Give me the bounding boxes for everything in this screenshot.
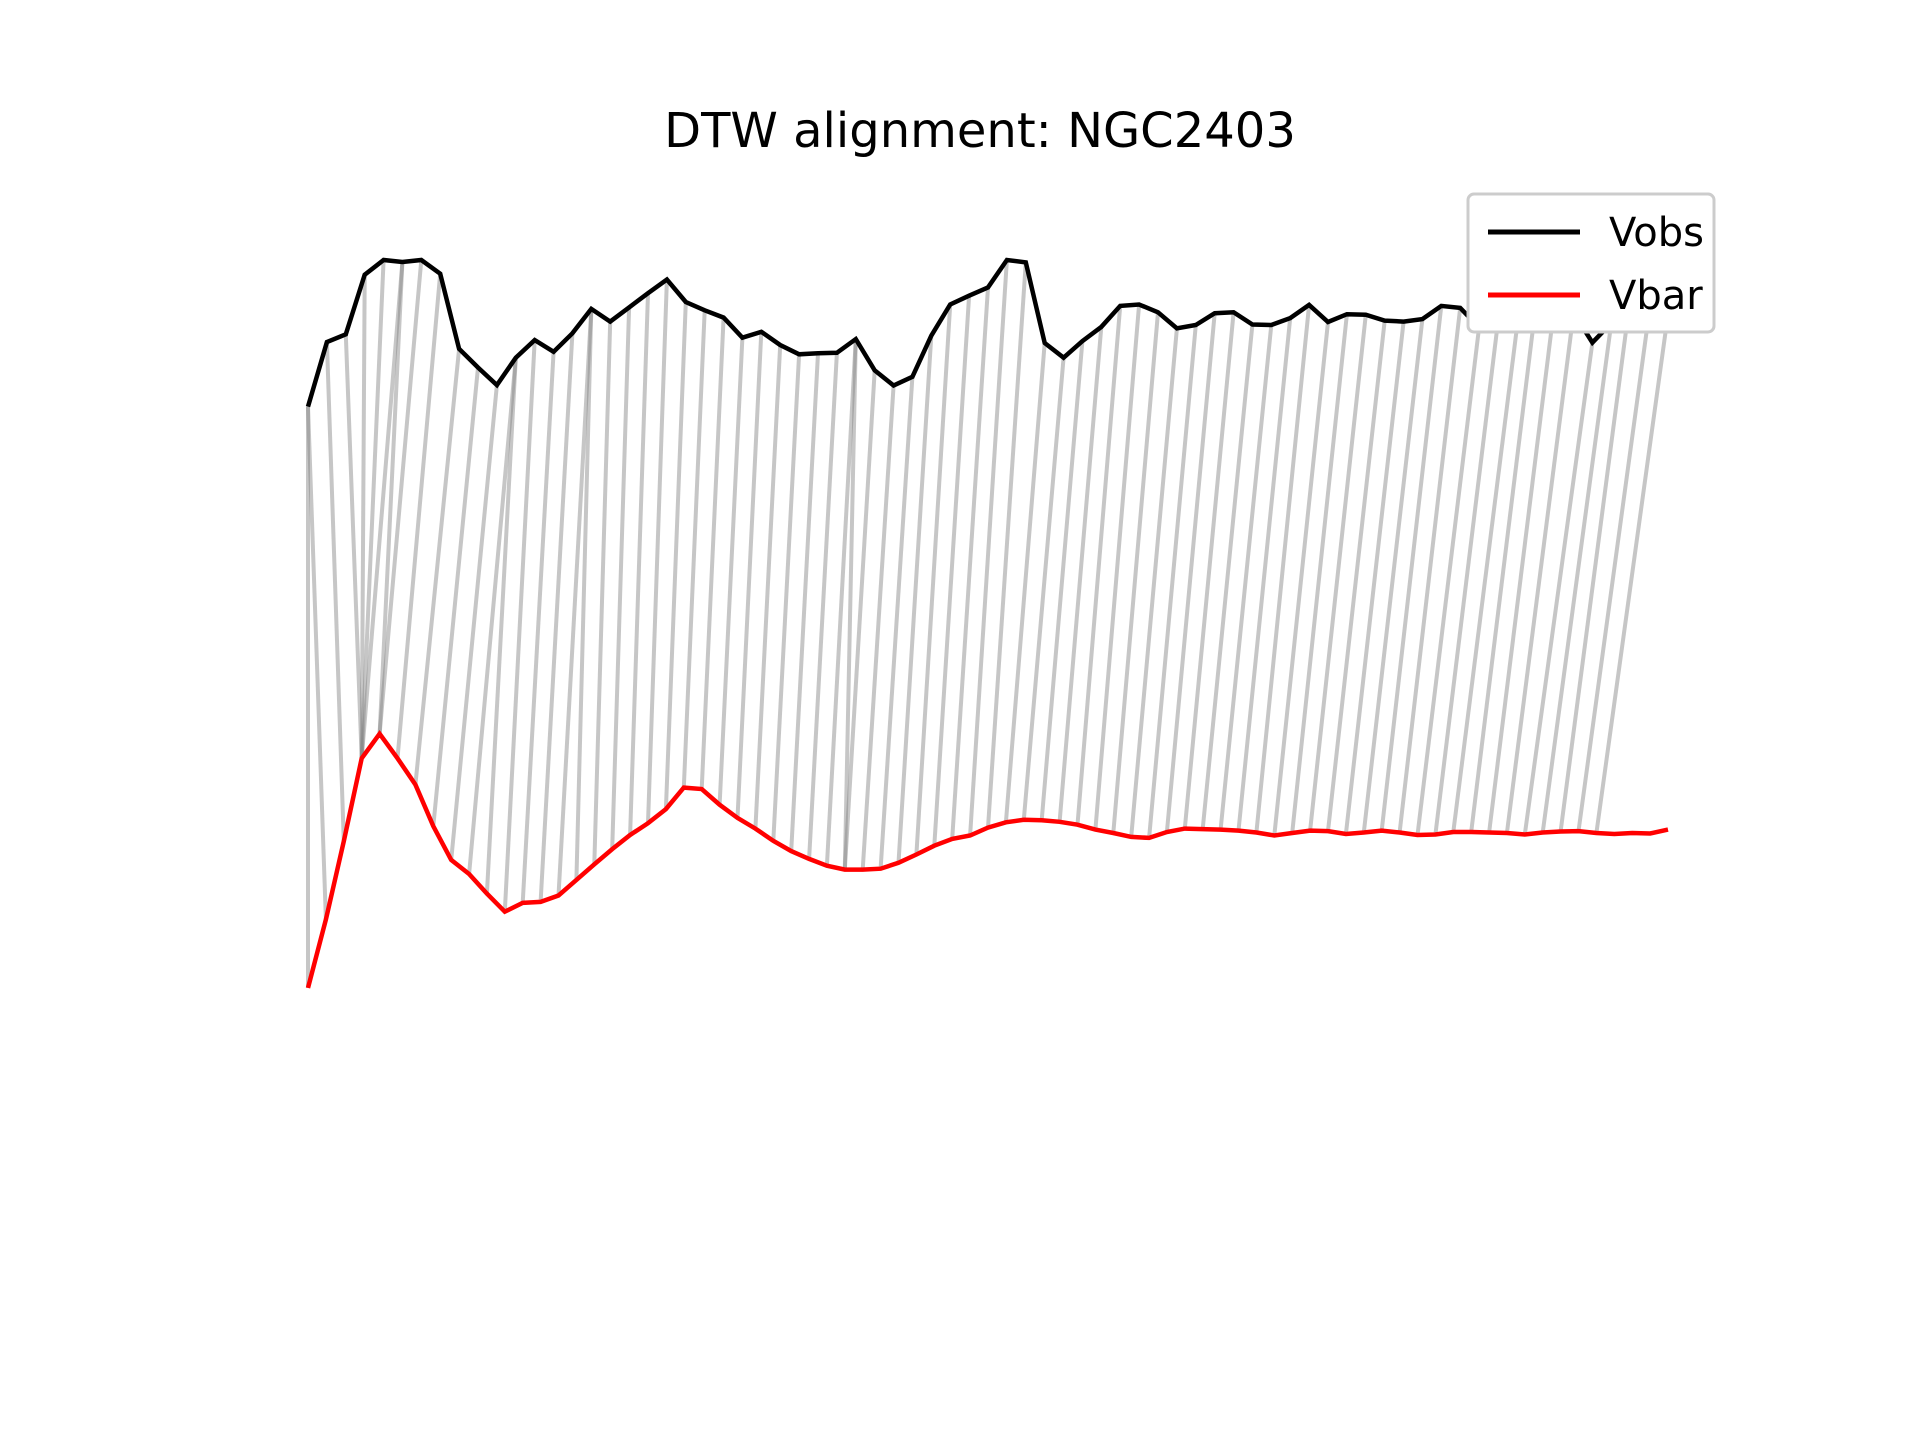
alignment-link — [914, 304, 953, 855]
alignment-link — [538, 333, 575, 903]
alignment-link — [502, 339, 537, 912]
alignment-link — [1093, 304, 1142, 830]
alignment-link — [1397, 307, 1463, 833]
alignment-link — [449, 384, 499, 861]
alignment-link — [771, 354, 802, 841]
alignment-link — [1540, 322, 1614, 833]
alignment-link — [663, 301, 688, 810]
alignment-link — [1003, 342, 1047, 823]
alignment-link — [1379, 305, 1444, 831]
alignment-link — [681, 310, 707, 788]
alignment-link — [842, 339, 858, 870]
alignment-link — [878, 376, 915, 869]
alignment-link — [610, 307, 632, 850]
alignment-link — [950, 287, 990, 840]
alignment-link — [1469, 305, 1538, 833]
alignment-link — [1236, 317, 1293, 831]
alignment-link — [968, 259, 1009, 836]
alignment-link — [1272, 321, 1330, 836]
alignment-link — [1182, 312, 1236, 829]
alignment-link — [359, 259, 386, 759]
vobs-line — [305, 257, 1669, 408]
alignment-link — [1057, 326, 1104, 822]
alignment-link — [556, 308, 594, 896]
alignment-link — [1433, 321, 1500, 835]
legend: Vobs Vbar — [1466, 192, 1716, 334]
alignment-link — [1164, 313, 1217, 833]
alignment-link — [1594, 313, 1670, 834]
alignment-link — [824, 338, 858, 866]
alignment-link — [1129, 328, 1179, 838]
alignment-link — [646, 279, 669, 824]
alignment-link — [1326, 320, 1387, 832]
alignment-link — [1415, 327, 1482, 836]
alignment-link — [1290, 313, 1349, 834]
alignment-link — [467, 357, 518, 875]
alignment-link — [1147, 324, 1198, 839]
alignment-link — [1111, 312, 1160, 834]
legend-label-vobs: Vobs — [1609, 210, 1704, 256]
alignment-link — [1308, 314, 1368, 831]
vbar-line — [305, 729, 1669, 989]
legend-label-vbar: Vbar — [1609, 273, 1703, 319]
alignment-link — [343, 334, 364, 759]
alignment-links — [306, 259, 1670, 988]
alignment-link — [1504, 312, 1576, 834]
alignment-link — [574, 308, 594, 880]
alignment-link — [789, 353, 820, 852]
alignment-link — [1576, 312, 1652, 832]
series-lines — [305, 257, 1669, 989]
alignment-link — [896, 335, 934, 863]
alignment-link — [1254, 304, 1312, 833]
alignment-link — [1021, 357, 1066, 820]
alignment-link — [1200, 324, 1255, 830]
alignment-link — [1218, 324, 1274, 830]
alignment-link — [1361, 318, 1425, 833]
alignment-link — [1558, 298, 1633, 832]
alignment-link — [717, 337, 745, 805]
alignment-link — [1487, 303, 1557, 833]
alignment-link — [860, 385, 896, 870]
alignment-link — [306, 406, 328, 920]
alignment-link — [1343, 321, 1406, 835]
alignment-link — [431, 367, 480, 827]
alignment-link — [842, 370, 877, 870]
alignment-link — [1451, 327, 1519, 833]
alignment-link — [1522, 342, 1595, 835]
alignment-link — [484, 357, 518, 894]
alignment-link — [986, 262, 1028, 828]
chart-title: DTW alignment: NGC2403 — [664, 103, 1296, 159]
alignment-link — [932, 295, 972, 846]
alignment-link — [592, 321, 613, 865]
alignment-link — [628, 293, 650, 836]
alignment-link — [377, 259, 424, 734]
alignment-link — [324, 342, 346, 842]
alignment-link — [359, 274, 367, 759]
alignment-link — [1075, 305, 1123, 825]
alignment-link — [807, 352, 839, 860]
alignment-link — [520, 351, 556, 904]
alignment-link — [1039, 340, 1085, 821]
alignment-link — [395, 273, 443, 759]
alignment-link — [377, 261, 405, 734]
alignment-link — [359, 261, 405, 759]
alignment-link — [753, 344, 783, 829]
alignment-link — [699, 317, 726, 790]
alignment-link — [413, 348, 462, 785]
alignment-link — [735, 331, 764, 818]
